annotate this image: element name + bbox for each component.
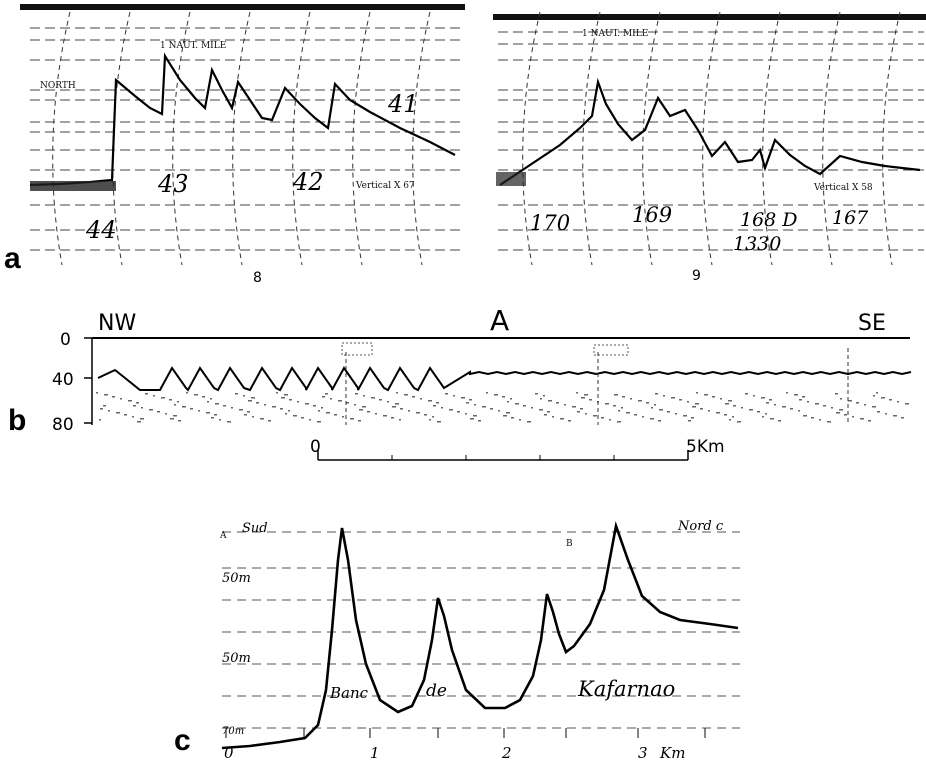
panel-b-se-label: SE bbox=[858, 311, 886, 336]
panel-c-word-de: de bbox=[426, 681, 447, 701]
panel-a-right-seabed-profile bbox=[499, 77, 921, 186]
panel-a-right-number-169: 169 bbox=[632, 203, 672, 227]
panel-a-right-scale-note: Vertical X 58 bbox=[813, 183, 873, 193]
panel-c-depth-mark-3: 70m bbox=[222, 726, 244, 737]
panel-c-x-unit: Km bbox=[659, 744, 685, 760]
panel-c-seabed-profile bbox=[221, 521, 739, 750]
panel-b-depth-tick-40: 40 bbox=[52, 370, 74, 390]
panel-a-left-number-44: 44 bbox=[85, 216, 117, 244]
panel-a-right: 1 NAUT. MILE Vertical X 58 170 169 168 D… bbox=[493, 0, 926, 284]
panel-c: Sud A Nord c B 50m 50m 70m Banc de Kafar… bbox=[219, 519, 740, 760]
panel-b-subbottom-echoes bbox=[96, 392, 909, 423]
panel-c-x-tick-3: 3 bbox=[638, 744, 648, 760]
panel-c-depth-mark-1: 50m bbox=[222, 571, 251, 586]
panel-a-left-fix-number: 8 bbox=[253, 270, 262, 286]
panel-a-left-header: 1 NAUT. MILE bbox=[160, 41, 226, 51]
panel-a-left-number-41: 41 bbox=[387, 90, 419, 118]
panel-c-gridlines bbox=[222, 531, 740, 738]
panel-a-left-gridlines bbox=[30, 27, 462, 251]
panel-a-right-header: 1 NAUT. MILE bbox=[582, 29, 648, 39]
panel-c-mark-a: A bbox=[219, 531, 227, 541]
panel-c-x-tick-1: 1 bbox=[370, 744, 380, 760]
panel-b-nw-label: NW bbox=[98, 311, 136, 336]
panel-c-word-banc: Banc bbox=[329, 684, 369, 702]
panel-a-right-number-168: 168 D bbox=[740, 209, 798, 231]
panel-c-depth-mark-2: 50m bbox=[222, 651, 251, 666]
panel-c-x-tick-2: 2 bbox=[501, 744, 512, 760]
panel-b-scale-end: 5Km bbox=[686, 437, 725, 457]
panel-b-scale-start: 0 bbox=[310, 437, 321, 457]
panel-b: NW A SE 0 40 80 0 5Km bbox=[52, 304, 912, 461]
panel-b-depth-tick-80: 80 bbox=[52, 415, 74, 435]
panel-a-left-number-43: 43 bbox=[157, 170, 189, 198]
panel-a-right-number-1330: 1330 bbox=[733, 233, 781, 255]
panel-a-right-number-167: 167 bbox=[832, 207, 869, 229]
panel-a-right-gridlines bbox=[498, 31, 924, 251]
panel-b-label: b bbox=[8, 404, 26, 437]
panel-c-south-label: Sud bbox=[242, 521, 268, 536]
panel-a-left: 1 NAUT. MILE NORTH Vertical X 67 44 43 4… bbox=[20, 0, 465, 286]
panel-a-left-direction: NORTH bbox=[40, 81, 76, 91]
panel-a-right-fix-number: 9 bbox=[692, 268, 701, 284]
panel-a-label: a bbox=[4, 242, 21, 275]
panel-a-right-number-170: 170 bbox=[530, 211, 570, 235]
panel-b-section-label: A bbox=[490, 304, 509, 337]
panel-c-word-kafarnao: Kafarnao bbox=[577, 677, 675, 701]
panel-c-mark-b: B bbox=[566, 539, 573, 549]
panel-a-left-scale-note: Vertical X 67 bbox=[355, 181, 415, 191]
panel-c-x-tick-0: 0 bbox=[224, 744, 234, 760]
panel-c-label: c bbox=[174, 724, 191, 757]
panel-b-seabed-profile bbox=[97, 366, 912, 392]
panel-a-left-number-42: 42 bbox=[292, 168, 324, 196]
panel-b-depth-tick-0: 0 bbox=[60, 330, 71, 350]
panel-a-left-seabed-profile bbox=[29, 52, 456, 187]
panel-c-north-label: Nord c bbox=[677, 519, 724, 534]
